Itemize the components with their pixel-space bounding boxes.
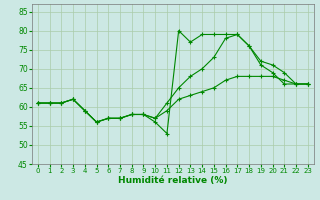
- X-axis label: Humidité relative (%): Humidité relative (%): [118, 176, 228, 185]
